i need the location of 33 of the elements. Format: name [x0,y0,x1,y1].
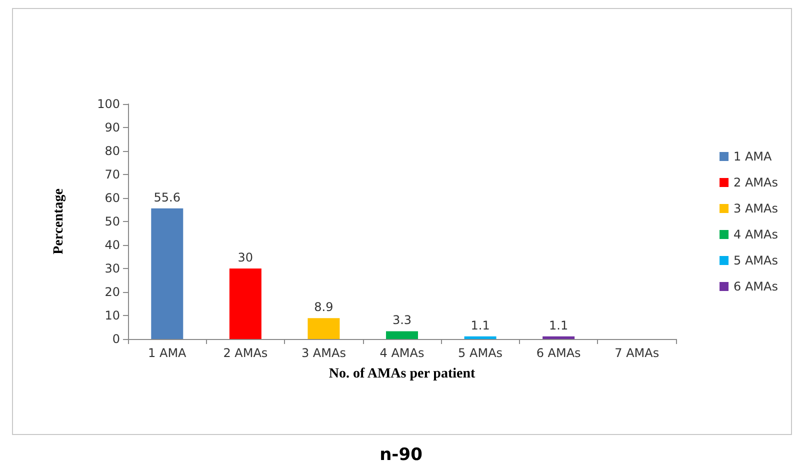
y-tick-label: 40 [104,238,120,252]
y-tick-label: 0 [112,332,120,346]
legend-label: 1 AMA [734,150,773,164]
data-label: 55.6 [154,190,180,204]
y-tick-label: 10 [104,308,120,322]
x-tick-label: 1 AMA [148,346,188,360]
y-tick-label: 70 [104,168,120,182]
data-label: 1.1 [470,318,490,332]
y-tick-label: 20 [104,285,120,299]
x-tick-label: 7 AMAs [614,346,660,360]
data-label: 1.1 [549,318,568,332]
x-axis-title: No. of AMAs per patient [328,366,476,382]
legend-label: 3 AMAs [734,202,778,216]
y-tick-label: 90 [104,120,120,134]
y-tick-label: 50 [104,214,120,228]
x-tick-label: 6 AMAs [536,346,581,360]
y-axis-title: Percentage [52,188,66,254]
y-tick-label: 60 [104,191,120,205]
data-label: 30 [238,250,254,264]
legend-label: 2 AMAs [734,176,778,190]
y-tick-label: 30 [104,262,120,276]
legend-label: 5 AMAs [734,254,778,268]
x-tick-label: 5 AMAs [458,346,503,360]
y-tick-label: 100 [97,97,120,111]
legend-label: 4 AMAs [734,228,778,242]
text: n-90 [378,445,424,465]
data-label: 8.9 [314,300,334,314]
data-label: 3.3 [392,313,412,328]
legend-label: 6 AMAs [734,280,778,294]
x-tick-label: 4 AMAs [380,346,424,360]
x-tick-label: 2 AMAs [223,346,268,360]
x-tick-label: 3 AMAs [301,346,346,360]
y-tick-label: 80 [104,144,120,158]
